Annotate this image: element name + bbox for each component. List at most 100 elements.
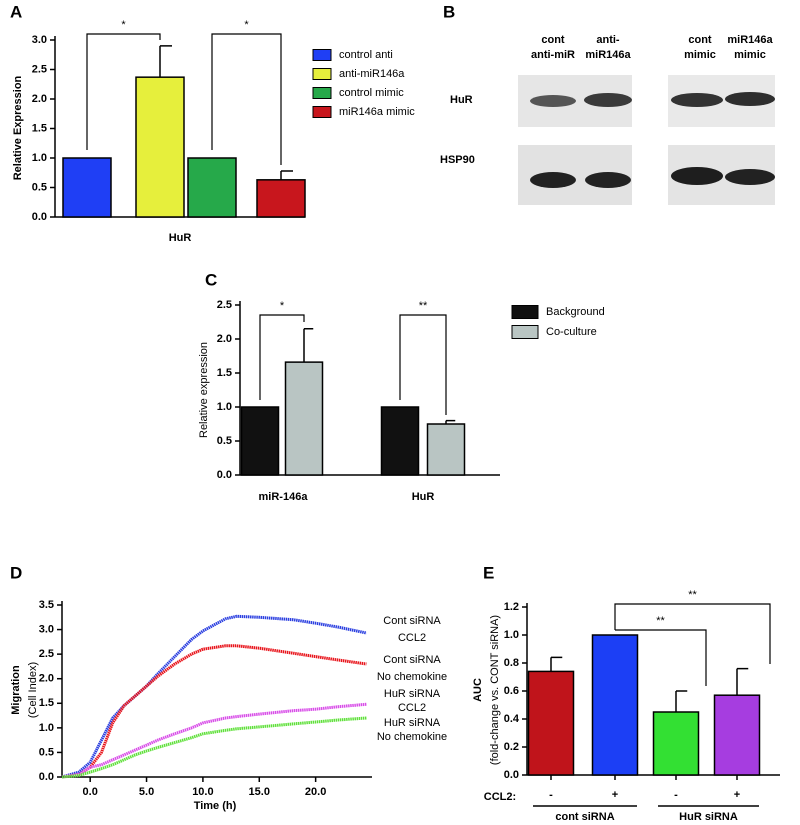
- y-tick-label: 0.2: [504, 741, 519, 753]
- y-tick-label: 0.6: [504, 685, 519, 697]
- y-tick-label: 2.0: [217, 333, 232, 345]
- legend-label: Cont siRNA: [383, 654, 441, 666]
- y-tick-label: 0.5: [39, 746, 54, 758]
- significance-label: *: [244, 19, 249, 31]
- significance-bracket: [259, 314, 305, 400]
- x-tick-label: +: [734, 789, 740, 801]
- x-tick-label: 5.0: [139, 786, 154, 798]
- legend-label: HuR siRNA: [384, 688, 441, 700]
- legend-label: CCL2: [398, 702, 426, 714]
- y-tick-label: 1.0: [217, 401, 232, 413]
- panel-label: A: [10, 2, 22, 21]
- y-tick-label: 0.5: [32, 181, 47, 193]
- x-tick-label: 20.0: [305, 786, 326, 798]
- y-tick-label: 1.2: [504, 601, 519, 613]
- panel-label: C: [205, 270, 217, 289]
- y-tick-label: 3.5: [39, 599, 54, 611]
- legend-label: No chemokine: [377, 671, 447, 683]
- significance-bracket: [614, 603, 771, 664]
- y-axis-label: Relative Expression: [12, 75, 24, 180]
- x-tick-label: 10.0: [192, 786, 213, 798]
- x-tick-label: +: [612, 789, 618, 801]
- bar: [240, 406, 280, 476]
- y-axis-sublabel: (fold-change vs. CONT siRNA): [489, 615, 501, 765]
- legend-swatch: [312, 49, 332, 61]
- bar: [380, 406, 420, 476]
- x-tick-label: miR-146a: [259, 491, 309, 503]
- significance-label: *: [121, 19, 126, 31]
- blot-images: [518, 75, 775, 205]
- lane-label: miR146a: [727, 34, 773, 46]
- series-line: [61, 716, 367, 779]
- legend-label: No chemokine: [377, 731, 447, 743]
- error-bar: [159, 45, 172, 78]
- significance-bracket: [615, 629, 707, 686]
- significance-label: **: [419, 300, 428, 312]
- significance-label: **: [688, 589, 697, 601]
- error-bar: [445, 419, 456, 424]
- error-bar: [736, 667, 749, 696]
- x-tick-label: -: [549, 789, 553, 801]
- lane-label: anti-: [596, 34, 620, 46]
- y-tick-label: 1.0: [504, 629, 519, 641]
- y-tick-label: 1.5: [39, 697, 54, 709]
- panel-label: E: [483, 563, 494, 582]
- legend-label: control anti: [339, 49, 393, 61]
- row-label: CCL2:: [484, 791, 516, 803]
- legend-label: CCL2: [398, 632, 426, 644]
- significance-bracket: [399, 314, 447, 415]
- legend-label: control mimic: [339, 87, 404, 99]
- y-tick-label: 0.0: [504, 769, 519, 781]
- series-line: [61, 702, 367, 779]
- legend-label: Background: [546, 306, 605, 318]
- y-tick-label: 2.5: [217, 299, 232, 311]
- x-tick-label: 0.0: [83, 786, 98, 798]
- y-tick-label: 0.5: [217, 435, 232, 447]
- legend-swatch: [511, 305, 539, 319]
- significance-bracket: [86, 33, 161, 150]
- significance-bracket: [211, 33, 282, 165]
- bar: [62, 157, 112, 218]
- x-tick-label: -: [674, 789, 678, 801]
- y-tick-label: 3.0: [32, 34, 47, 46]
- panel-label: B: [443, 2, 455, 21]
- x-tick-label: HuR: [169, 232, 192, 244]
- legend-label: HuR siRNA: [384, 717, 441, 729]
- y-axis-label: Relative expression: [198, 342, 210, 438]
- y-tick-label: 0.4: [504, 713, 520, 725]
- y-tick-label: 2.0: [32, 93, 47, 105]
- legend-label: Cont siRNA: [383, 615, 441, 627]
- legend-swatch: [312, 106, 332, 118]
- row-label: HuR: [450, 94, 473, 106]
- series-line: [61, 614, 367, 779]
- y-tick-label: 1.5: [32, 122, 47, 134]
- y-axis-label: Migration: [10, 665, 22, 715]
- y-tick-label: 1.0: [32, 152, 47, 164]
- y-tick-label: 0.8: [504, 657, 519, 669]
- x-tick-label: HuR: [412, 491, 435, 503]
- y-axis-label: AUC: [472, 678, 484, 702]
- bar: [284, 361, 324, 476]
- series-line: [61, 644, 367, 779]
- y-tick-label: 1.5: [217, 367, 232, 379]
- legend-swatch: [511, 325, 539, 339]
- lane-label: mimic: [684, 49, 716, 61]
- lane-label: mimic: [734, 49, 766, 61]
- y-tick-label: 0.0: [32, 211, 47, 223]
- error-bar: [303, 328, 314, 363]
- bar: [527, 670, 575, 776]
- y-tick-label: 2.0: [39, 673, 54, 685]
- lane-label: miR146a: [585, 49, 631, 61]
- bar: [187, 157, 237, 218]
- x-tick-label: 15.0: [249, 786, 270, 798]
- y-tick-label: 1.0: [39, 722, 54, 734]
- bar: [135, 76, 185, 218]
- error-bar: [280, 170, 293, 180]
- significance-label: *: [280, 300, 285, 312]
- error-bar: [675, 690, 688, 712]
- group-label: HuR siRNA: [679, 811, 738, 823]
- lane-label: cont: [688, 34, 712, 46]
- row-label: HSP90: [440, 154, 475, 166]
- error-bar: [550, 656, 563, 672]
